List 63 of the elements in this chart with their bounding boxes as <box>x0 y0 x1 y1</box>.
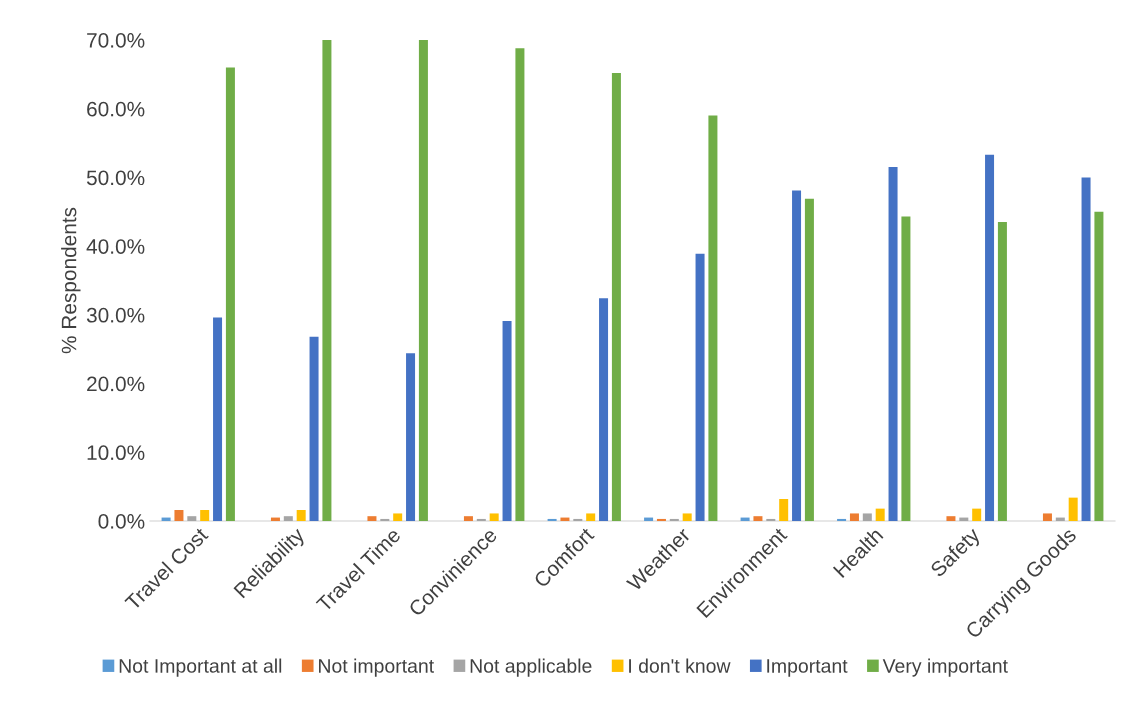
bar <box>283 516 293 521</box>
bar <box>418 40 428 521</box>
bar <box>669 518 679 521</box>
bar <box>708 115 718 521</box>
bar <box>515 48 525 521</box>
bar <box>406 353 416 521</box>
bar <box>972 508 982 521</box>
bar <box>322 40 332 521</box>
bar <box>213 317 223 521</box>
bar <box>1042 513 1052 521</box>
bar <box>1081 177 1091 521</box>
y-tick-label: 30.0% <box>86 307 145 323</box>
bar <box>901 216 911 521</box>
y-tick-label: 60.0% <box>87 101 145 117</box>
bar <box>502 321 512 521</box>
bar <box>804 198 814 521</box>
bar <box>367 516 377 521</box>
bar <box>695 253 705 521</box>
bar <box>946 516 956 521</box>
bar <box>766 518 776 521</box>
legend-label: I don't know <box>629 658 731 673</box>
y-tick-label: 0.0% <box>98 514 145 529</box>
bar <box>888 167 898 521</box>
bar <box>309 336 319 521</box>
bar <box>875 508 885 521</box>
y-tick-label: 50.0% <box>86 170 145 186</box>
y-tick-label: 10.0% <box>87 445 145 461</box>
legend-label: Very important <box>882 658 1008 677</box>
bar <box>200 510 210 521</box>
bar <box>656 518 666 521</box>
y-tick-label: 40.0% <box>86 239 145 254</box>
legend-label: Not applicable <box>470 658 592 677</box>
bar <box>837 518 847 521</box>
bar <box>187 516 197 521</box>
bar <box>489 513 499 521</box>
bar <box>862 513 872 521</box>
bar <box>1068 497 1078 521</box>
bar <box>753 516 763 521</box>
bar <box>547 518 557 521</box>
bar <box>849 513 859 521</box>
bar <box>985 154 995 521</box>
bar <box>599 298 609 521</box>
bar <box>225 67 235 521</box>
bar <box>611 72 621 521</box>
legend-label: Not important <box>319 658 434 677</box>
bar <box>682 513 692 521</box>
bar <box>380 518 390 521</box>
bar <box>463 516 473 521</box>
bar <box>393 513 403 521</box>
bar <box>997 222 1007 521</box>
legend-label: Important <box>767 659 848 677</box>
bar <box>296 510 306 521</box>
bar <box>1094 211 1104 521</box>
legend-label: Not Important at all <box>119 658 282 677</box>
bar <box>779 499 789 521</box>
bar <box>476 518 486 521</box>
bar <box>573 518 583 521</box>
y-axis-title: % Respondents <box>61 207 81 354</box>
y-tick-label: 20.0% <box>87 376 145 392</box>
bar <box>792 190 802 521</box>
y-tick-label: 70.0% <box>87 33 145 48</box>
bar <box>586 513 596 521</box>
bar <box>174 510 184 521</box>
